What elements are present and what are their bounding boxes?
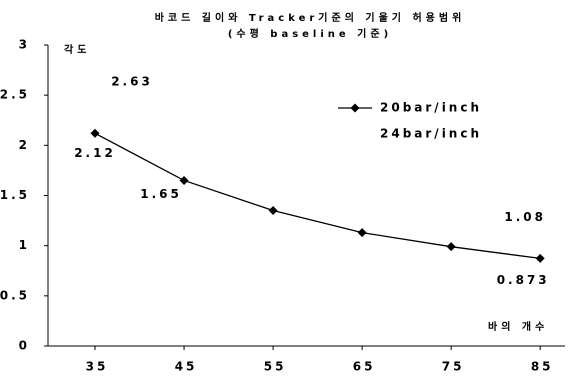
x-tick-label: 35: [86, 360, 109, 374]
marker: [535, 253, 545, 263]
x-tick-label: 55: [264, 360, 287, 374]
y-axis-label: 각도: [64, 44, 90, 56]
y-tick-label: 1: [19, 238, 30, 252]
x-tick-label: 85: [531, 360, 554, 374]
x-tick-label: 65: [353, 360, 376, 374]
marker: [357, 228, 367, 238]
x-tick-label: 75: [442, 360, 465, 374]
legend-label: 24bar/inch: [380, 127, 482, 141]
marker: [268, 206, 278, 216]
data-label: 1.08: [504, 210, 546, 224]
chart-title: 바코드 길이와 Tracker기준의 기울기 허용범위: [155, 11, 466, 24]
marker: [179, 175, 189, 185]
marker: [90, 128, 100, 138]
series-line: [94, 132, 541, 260]
data-label: 2.63: [111, 75, 153, 89]
data-label: 2.12: [74, 146, 116, 160]
marker: [446, 242, 456, 252]
data-label: 0.873: [497, 273, 550, 287]
x-axis-label: 바의 개수: [488, 320, 548, 333]
y-tick-label: 3: [19, 38, 30, 52]
chart-subtitle: (수평 baseline 기준): [228, 27, 392, 40]
y-tick-label: 0: [19, 339, 30, 353]
y-tick-label: 2: [19, 138, 30, 152]
legend-label: 20bar/inch: [380, 101, 482, 115]
data-label: 1.65: [140, 187, 182, 201]
y-tick-label: 1.5: [0, 188, 30, 202]
y-tick-label: 2.5: [0, 88, 30, 102]
legend-marker: [350, 103, 360, 113]
y-tick-label: 0.5: [0, 288, 30, 302]
x-tick-label: 45: [175, 360, 198, 374]
